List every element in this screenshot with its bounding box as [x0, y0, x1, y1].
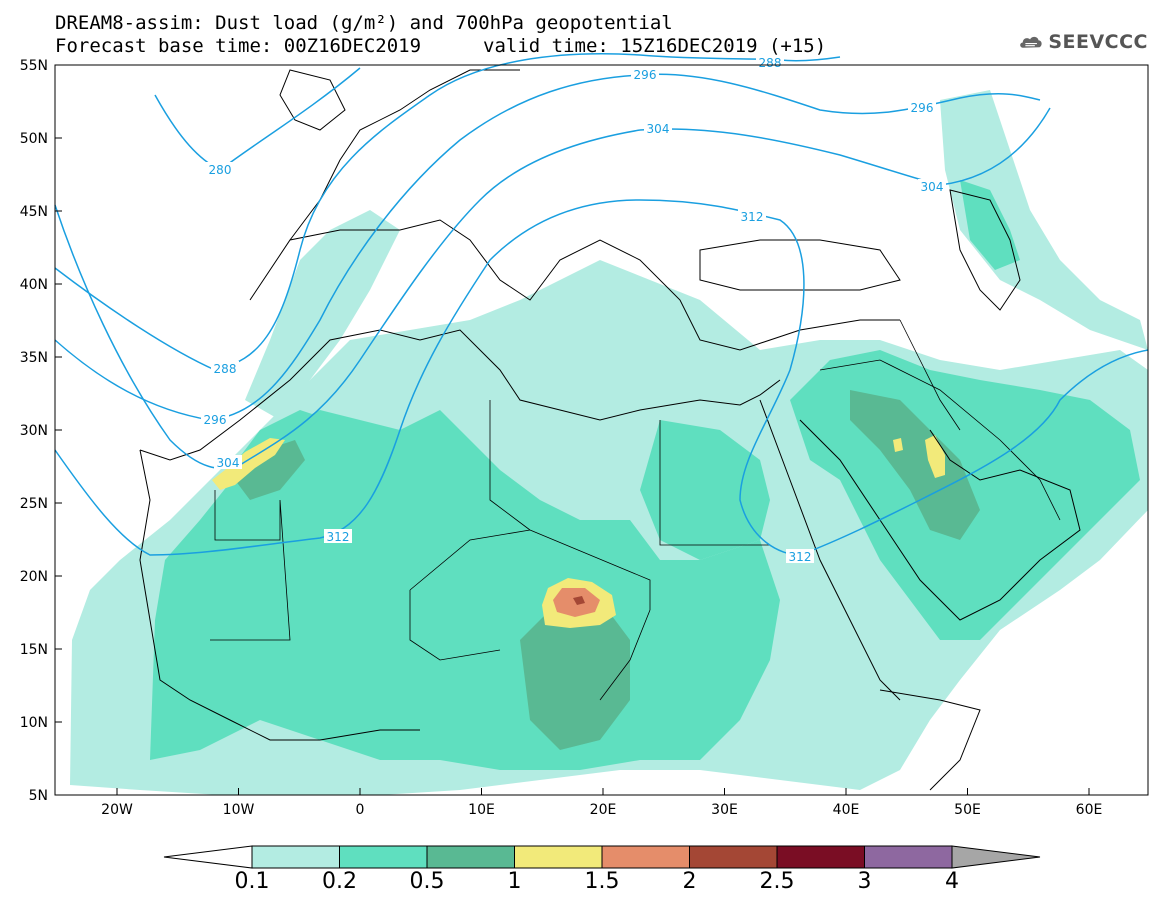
- contour-label: 288: [214, 362, 237, 376]
- contour-labels: 280 288 288 296 296 296 304 304 304 312 312 312: [201, 55, 946, 564]
- contour-label-bg: [786, 549, 814, 563]
- contour-label-bg: [644, 121, 672, 135]
- valid-time: valid time: 15Z16DEC2019 (+15): [483, 35, 827, 57]
- dust-high-gulf: [850, 390, 980, 540]
- border-chad-libya: [529, 529, 651, 610]
- lat-label: 50N: [20, 131, 48, 147]
- lat-label: 55N: [20, 58, 48, 74]
- contour-288-tr: [779, 56, 841, 62]
- border-sudan-chad: [599, 609, 651, 701]
- colorbar-label: 1: [507, 869, 522, 894]
- border-algeria-mali: [409, 529, 531, 591]
- dust-mid-caspian: [960, 180, 1020, 270]
- coast-black-sea: [699, 239, 901, 291]
- coast-british-isles: [279, 69, 346, 131]
- lon-label: 30E: [711, 802, 738, 818]
- dust-region-north-balkan: [940, 90, 1148, 350]
- latitude-labels: 55N 50N 45N 40N 35N 30N 25N 20N 15N 10N 5N: [20, 58, 62, 804]
- contour-label: 296: [911, 101, 934, 115]
- lon-label: 10E: [468, 802, 495, 818]
- contour-label-bg: [908, 100, 936, 114]
- colorbar-label: 1.5: [584, 869, 620, 894]
- coast-europe-south: [249, 219, 900, 351]
- colorbar-label: 2.5: [759, 869, 795, 894]
- contour-label: 288: [759, 56, 782, 70]
- country-borders: [210, 319, 1061, 701]
- title-line-1: DREAM8-assim: Dust load (g/m²) and 700hP…: [55, 12, 673, 34]
- lon-label: 50E: [954, 802, 981, 818]
- colorbar-label: 3: [857, 869, 872, 894]
- colorbar-label: 2: [682, 869, 697, 894]
- dust-red-chad: [573, 596, 585, 605]
- contour-label: 304: [647, 122, 670, 136]
- coast-red-sea: [759, 399, 901, 701]
- lat-label: 35N: [20, 350, 48, 366]
- lat-label: 40N: [20, 277, 48, 293]
- cloud-icon: [1020, 36, 1042, 48]
- contour-label-bg: [631, 67, 659, 81]
- contour-label: 304: [217, 456, 240, 470]
- title-line-2: Forecast base time: 00Z16DEC2019: [55, 35, 422, 57]
- logo: SEEVCCC: [1018, 24, 1148, 60]
- contour-label-bg: [738, 209, 766, 223]
- border-mali-niger: [409, 590, 501, 661]
- contour-label: 312: [327, 530, 350, 544]
- dust-yellow-iraq-small: [893, 438, 903, 452]
- lat-label: 5N: [29, 788, 48, 804]
- dust-mid-east-africa: [640, 420, 770, 560]
- colorbar-label: 0.1: [234, 869, 270, 894]
- contour-304-west: [54, 129, 641, 470]
- border-iran-iraq: [899, 319, 961, 431]
- contour-304-east: [639, 107, 1051, 186]
- dust-high-sahel: [520, 600, 630, 750]
- border-mauritania: [210, 490, 291, 641]
- contour-label-bg: [211, 361, 239, 375]
- colorbar-label: 0.2: [322, 869, 357, 894]
- logo-text: SEEVCCC: [1048, 31, 1148, 53]
- contour-label-bg: [918, 179, 946, 193]
- contour-label-bg: [214, 455, 242, 469]
- longitude-labels: 20W 10W 0 10E 20E 30E 40E 50E 60E: [101, 788, 1102, 818]
- colorbar-label: 0.5: [409, 869, 445, 894]
- dust-field: [70, 90, 1148, 795]
- lat-label: 25N: [20, 496, 48, 512]
- border-egypt-sudan: [659, 420, 770, 546]
- contour-label: 296: [204, 413, 227, 427]
- lon-label: 40E: [833, 802, 860, 818]
- coast-caspian: [949, 189, 1021, 311]
- contour-label-bg: [201, 412, 229, 426]
- lat-label: 15N: [20, 642, 48, 658]
- coast-africa-north: [139, 329, 781, 461]
- lon-label: 20E: [590, 802, 617, 818]
- colorbar-label: 4: [945, 869, 959, 894]
- contour-label: 312: [789, 550, 812, 564]
- contour-296-west: [54, 74, 641, 421]
- lon-label: 20W: [101, 802, 133, 818]
- border-libya-egypt: [489, 400, 531, 531]
- contour-288: [54, 53, 781, 371]
- lat-label: 45N: [20, 204, 48, 220]
- lat-label: 30N: [20, 423, 48, 439]
- dust-high-morocco: [235, 440, 305, 500]
- contour-label-bg: [324, 529, 352, 543]
- contour-label: 296: [634, 68, 657, 82]
- lat-label: 20N: [20, 569, 48, 585]
- contour-280: [154, 67, 361, 171]
- border-saudi: [819, 359, 1061, 521]
- coast-africa-west: [139, 449, 420, 741]
- lon-label: 0: [356, 802, 365, 818]
- contour-296-east: [639, 73, 1041, 115]
- contour-label-bg: [206, 162, 234, 176]
- coast-horn: [879, 689, 981, 791]
- dust-yellow-morocco: [212, 438, 285, 490]
- contour-label: 304: [921, 180, 944, 194]
- contour-label: 280: [209, 163, 232, 177]
- lat-label: 10N: [20, 715, 48, 731]
- lon-label: 10W: [223, 802, 255, 818]
- contour-label: 312: [741, 210, 764, 224]
- lon-label: 60E: [1076, 802, 1103, 818]
